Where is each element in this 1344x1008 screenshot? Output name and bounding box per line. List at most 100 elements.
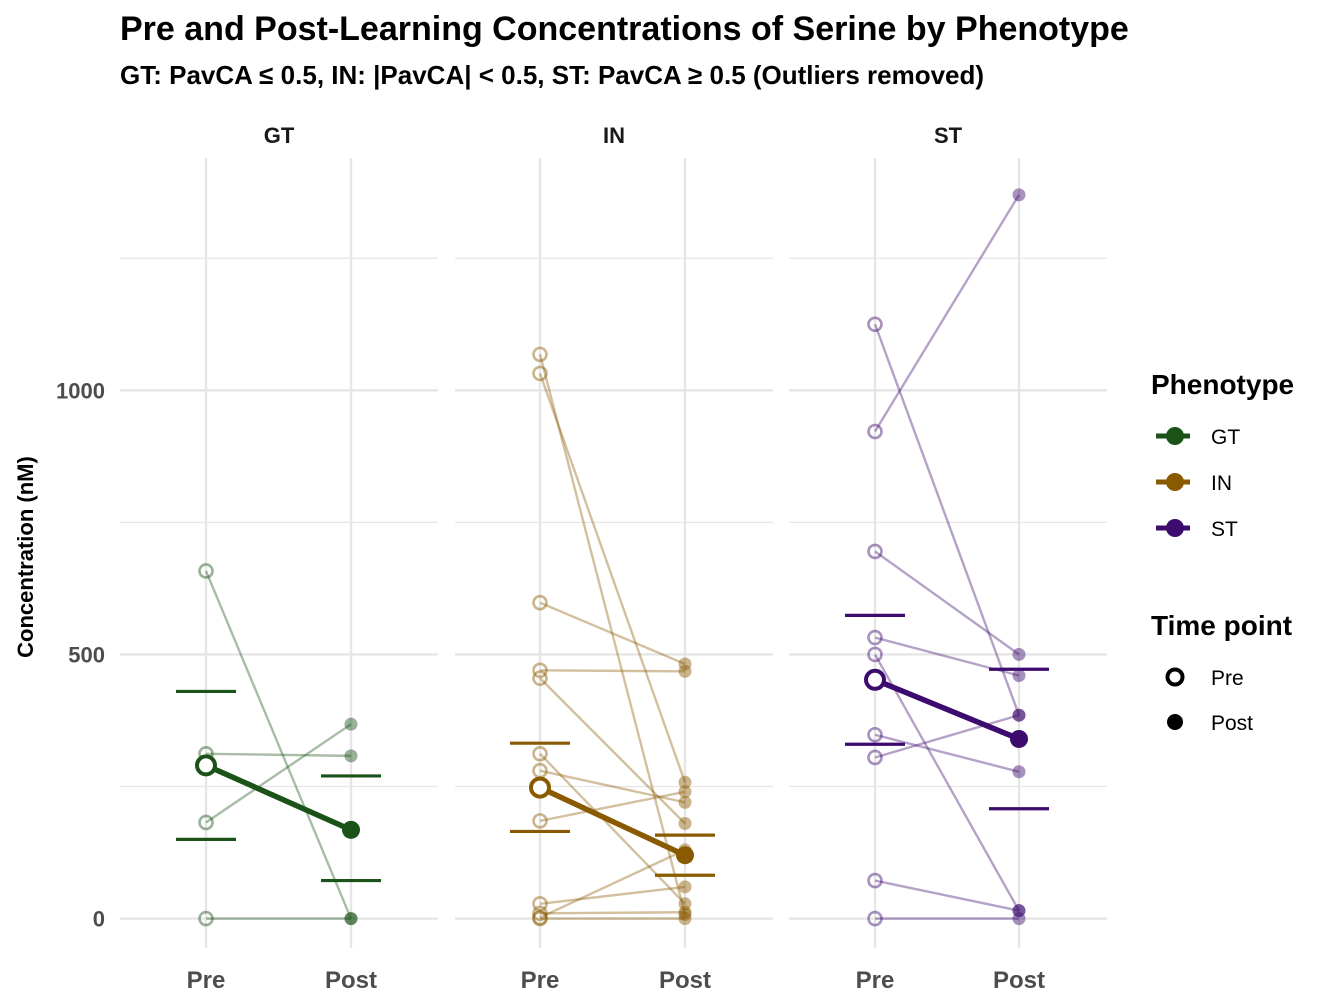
subject-line — [539, 911, 686, 915]
post-point — [678, 657, 692, 671]
subject-line — [539, 669, 686, 673]
subject-line — [205, 723, 352, 824]
legend-title-phenotype: Phenotype — [1151, 369, 1294, 400]
subject-line — [874, 714, 1020, 759]
chart-subtitle: GT: PavCA ≤ 0.5, IN: |PavCA| < 0.5, ST: … — [120, 60, 985, 90]
legend-label-post: Post — [1211, 712, 1253, 735]
post-point — [1012, 912, 1026, 926]
x-tick-label-post: Post — [993, 967, 1045, 994]
facet-label-in: IN — [603, 123, 625, 148]
subject-line — [538, 372, 687, 783]
pre-point — [198, 814, 214, 831]
subject-line — [873, 323, 1021, 716]
post-point — [678, 912, 692, 926]
subject-line — [539, 769, 686, 804]
x-tick-label-pre: Pre — [856, 967, 895, 994]
post-point — [1012, 647, 1026, 661]
legend-label-st: ST — [1211, 518, 1238, 541]
y-tick-label: 500 — [68, 642, 105, 667]
subject-line — [874, 550, 1020, 656]
post-point — [1012, 904, 1026, 918]
mean-post-point — [1010, 729, 1028, 748]
pre-point — [532, 910, 548, 927]
panel-st: ST Pre Post — [789, 123, 1107, 994]
subject-line — [539, 885, 686, 905]
post-point — [678, 817, 692, 831]
legend-title-timepoint: Time point — [1151, 610, 1292, 641]
legend-label-gt: GT — [1211, 426, 1240, 449]
pre-point — [867, 910, 883, 927]
pre-point — [867, 423, 883, 440]
pre-point — [867, 749, 883, 766]
post-point — [1012, 708, 1026, 722]
pre-point — [198, 910, 214, 927]
x-tick-label-pre: Pre — [521, 967, 560, 994]
subject-line — [539, 790, 686, 823]
panel-gt: GT Pre Post — [120, 123, 438, 994]
panels-layer: GT Pre Post IN Pre Post ST Pre Post — [120, 123, 1107, 994]
subject-line — [539, 677, 686, 825]
post-point — [344, 717, 358, 731]
pre-point — [867, 543, 883, 560]
post-point — [344, 749, 358, 763]
y-tick-label: 1000 — [56, 378, 105, 403]
mean-line — [873, 677, 1021, 742]
legend-key-point — [1166, 427, 1184, 445]
mean-pre-point — [195, 754, 217, 777]
pre-point — [532, 594, 548, 611]
pre-point — [867, 316, 883, 333]
post-point — [678, 905, 692, 919]
post-point — [678, 907, 692, 921]
pre-point — [532, 896, 548, 912]
pre-point — [532, 745, 548, 762]
post-point — [1012, 904, 1026, 918]
subject-line — [204, 570, 353, 920]
mean-post-point — [676, 846, 694, 865]
chart-title: Pre and Post-Learning Concentrations of … — [120, 10, 1129, 48]
mean-line — [538, 785, 687, 858]
x-tick-label-post: Post — [325, 967, 377, 994]
mean-post-point — [342, 820, 360, 839]
pre-point — [867, 646, 883, 663]
y-axis-label: Concentration (nM) — [13, 456, 38, 658]
y-tick-label: 0 — [93, 907, 105, 932]
pre-point — [867, 629, 883, 646]
post-point — [344, 912, 358, 926]
mean-line — [204, 762, 353, 833]
pre-point — [532, 365, 548, 382]
post-point — [678, 664, 692, 678]
x-tick-label-pre: Pre — [187, 967, 226, 994]
pre-point — [198, 563, 214, 579]
mean-pre-point — [529, 776, 551, 799]
post-point — [678, 785, 692, 799]
pre-point — [532, 909, 548, 926]
facet-label-gt: GT — [264, 123, 295, 148]
subject-line — [539, 752, 686, 905]
panel-in: IN Pre Post — [455, 123, 773, 994]
pre-point — [532, 670, 548, 687]
legend: Phenotype GT IN ST Time point Pre Post — [1151, 369, 1294, 735]
post-point — [678, 880, 692, 894]
subject-line — [539, 848, 686, 919]
post-point — [1012, 188, 1026, 202]
post-point — [678, 897, 692, 911]
pre-point — [867, 872, 883, 889]
legend-key-point — [1166, 473, 1184, 491]
legend-label-pre: Pre — [1211, 667, 1244, 690]
legend-key-point — [1166, 519, 1184, 537]
legend-key-open-circle — [1165, 667, 1185, 687]
subject-line — [874, 879, 1020, 912]
post-point — [1012, 765, 1026, 779]
subject-line — [874, 733, 1020, 773]
facet-label-st: ST — [934, 123, 963, 148]
post-point — [678, 795, 692, 809]
axis-layer: 0 500 1000 Concentration (nM) — [13, 378, 105, 931]
pre-point — [867, 726, 883, 743]
post-point — [1012, 708, 1026, 722]
subject-line — [205, 752, 352, 758]
subject-line — [538, 354, 687, 915]
mean-pre-point — [864, 668, 886, 691]
subject-line — [539, 601, 686, 666]
subject-line — [873, 194, 1021, 433]
